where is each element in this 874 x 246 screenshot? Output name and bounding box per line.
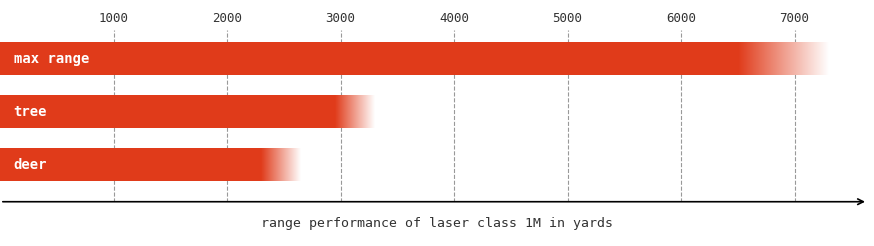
Text: deer: deer — [14, 158, 47, 172]
Text: range performance of laser class 1M in yards: range performance of laser class 1M in y… — [261, 216, 613, 230]
Bar — [0, 42, 738, 75]
Text: tree: tree — [14, 105, 47, 119]
Bar — [0, 95, 335, 128]
Bar — [0, 148, 261, 181]
Text: max range: max range — [14, 52, 89, 66]
